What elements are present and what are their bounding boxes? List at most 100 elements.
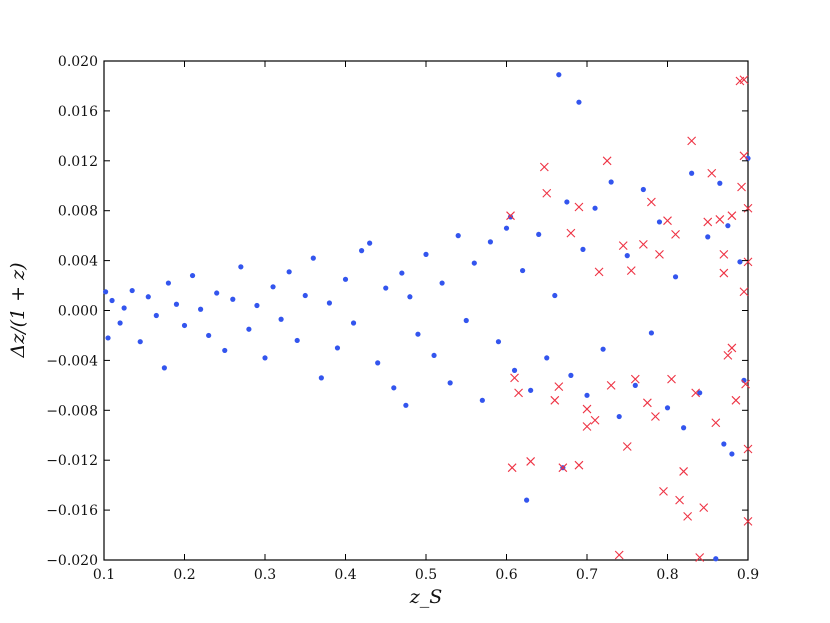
dot-point xyxy=(415,331,421,337)
cross-point xyxy=(507,463,517,473)
cross-point xyxy=(582,404,592,414)
cross-point xyxy=(739,75,749,85)
cross-point xyxy=(699,503,709,512)
cross-point xyxy=(741,379,750,389)
dot-point xyxy=(648,330,655,336)
dot-point xyxy=(189,272,196,279)
y-tick-label: −0.020 xyxy=(46,553,98,569)
cross-point xyxy=(737,182,746,192)
cross-point xyxy=(574,460,584,470)
dot-point xyxy=(713,556,719,562)
dot-point xyxy=(214,290,220,296)
dot-point xyxy=(137,339,143,345)
cross-point xyxy=(526,457,536,466)
cross-point xyxy=(622,442,632,451)
dot-point xyxy=(431,352,437,359)
dot-point xyxy=(580,246,586,252)
cross-point xyxy=(743,257,753,267)
cross-point xyxy=(651,412,660,421)
cross-point xyxy=(715,215,725,224)
cross-point xyxy=(647,197,656,207)
dot-point xyxy=(286,269,292,275)
x-tick-label: 0.7 xyxy=(576,567,598,583)
dot-point xyxy=(342,276,349,282)
dot-point xyxy=(375,360,381,366)
cross-point xyxy=(550,395,560,405)
cross-point xyxy=(655,249,664,259)
dot-point xyxy=(181,322,188,329)
y-axis-label: Δz/(1 + z) xyxy=(7,262,29,358)
dot-point xyxy=(173,301,180,307)
dot-point xyxy=(447,380,453,386)
dot-point xyxy=(367,240,373,246)
dot-point xyxy=(664,405,671,411)
cross-point xyxy=(594,267,604,277)
plot-frame xyxy=(103,60,749,561)
y-tick-label: −0.004 xyxy=(46,353,98,369)
dot-point xyxy=(717,180,723,186)
cross-point xyxy=(687,136,697,146)
cross-point xyxy=(630,374,640,384)
cross-point xyxy=(719,268,729,278)
cross-point xyxy=(626,266,636,275)
dot-point xyxy=(552,292,558,299)
dot-point xyxy=(161,365,167,371)
cross-point xyxy=(683,511,693,521)
dot-point xyxy=(471,260,477,266)
cross-point xyxy=(707,168,717,178)
y-tick-label: 0.016 xyxy=(58,104,98,120)
ticks-layer: 0.1 0.2 0.3 0.4 0.5 0.6 0.7 0.8 0.9 0.020 0.016 0.0… xyxy=(46,54,759,583)
cross-point xyxy=(539,162,549,172)
dot-point xyxy=(568,372,574,378)
y-axis-label-text: Δz/(1 + z) xyxy=(7,262,29,358)
dot-point xyxy=(689,170,695,176)
dot-point xyxy=(479,397,485,403)
x-tick-label: 0.9 xyxy=(737,567,759,583)
dot-point xyxy=(310,255,316,261)
cross-point xyxy=(566,228,576,238)
cross-point xyxy=(614,550,624,560)
dot-point xyxy=(455,233,461,239)
dot-point xyxy=(278,316,284,322)
dot-point xyxy=(109,297,115,304)
cross-point xyxy=(727,343,737,353)
cross-point xyxy=(542,188,552,198)
x-axis-label-text: z_S xyxy=(409,586,443,608)
dot-point xyxy=(608,179,614,185)
dot-point xyxy=(145,294,151,300)
cross-point xyxy=(558,463,568,473)
x-axis-label: z_S xyxy=(409,586,443,608)
dot-point xyxy=(729,451,735,457)
cross-point xyxy=(679,467,688,476)
x-tick-label: 0.4 xyxy=(334,567,356,583)
dot-point xyxy=(350,320,357,326)
dot-point xyxy=(318,375,324,381)
dot-point xyxy=(656,219,663,225)
cross-point xyxy=(703,217,713,227)
x-tick-label: 0.5 xyxy=(415,567,437,583)
cross-point xyxy=(727,211,737,221)
dot-point xyxy=(206,332,212,339)
dot-point xyxy=(745,155,751,161)
cross-point xyxy=(671,230,680,239)
y-tick-label: −0.016 xyxy=(46,503,98,519)
dot-point xyxy=(198,306,204,312)
dot-point xyxy=(640,186,646,193)
points-layer xyxy=(103,72,753,562)
dot-point xyxy=(117,320,123,326)
dot-point xyxy=(564,199,570,205)
dot-point xyxy=(391,385,397,391)
cross-point xyxy=(719,249,729,259)
dot-point xyxy=(153,312,159,319)
x-tick-label: 0.8 xyxy=(656,567,678,583)
cross-point xyxy=(731,395,741,405)
dot-point xyxy=(536,231,542,238)
dot-point xyxy=(399,270,405,276)
dot-point xyxy=(407,294,413,300)
cross-point xyxy=(739,151,749,161)
dot-point xyxy=(302,292,308,299)
cross-point xyxy=(695,553,705,562)
dot-point xyxy=(270,284,276,290)
dot-point xyxy=(584,392,590,398)
